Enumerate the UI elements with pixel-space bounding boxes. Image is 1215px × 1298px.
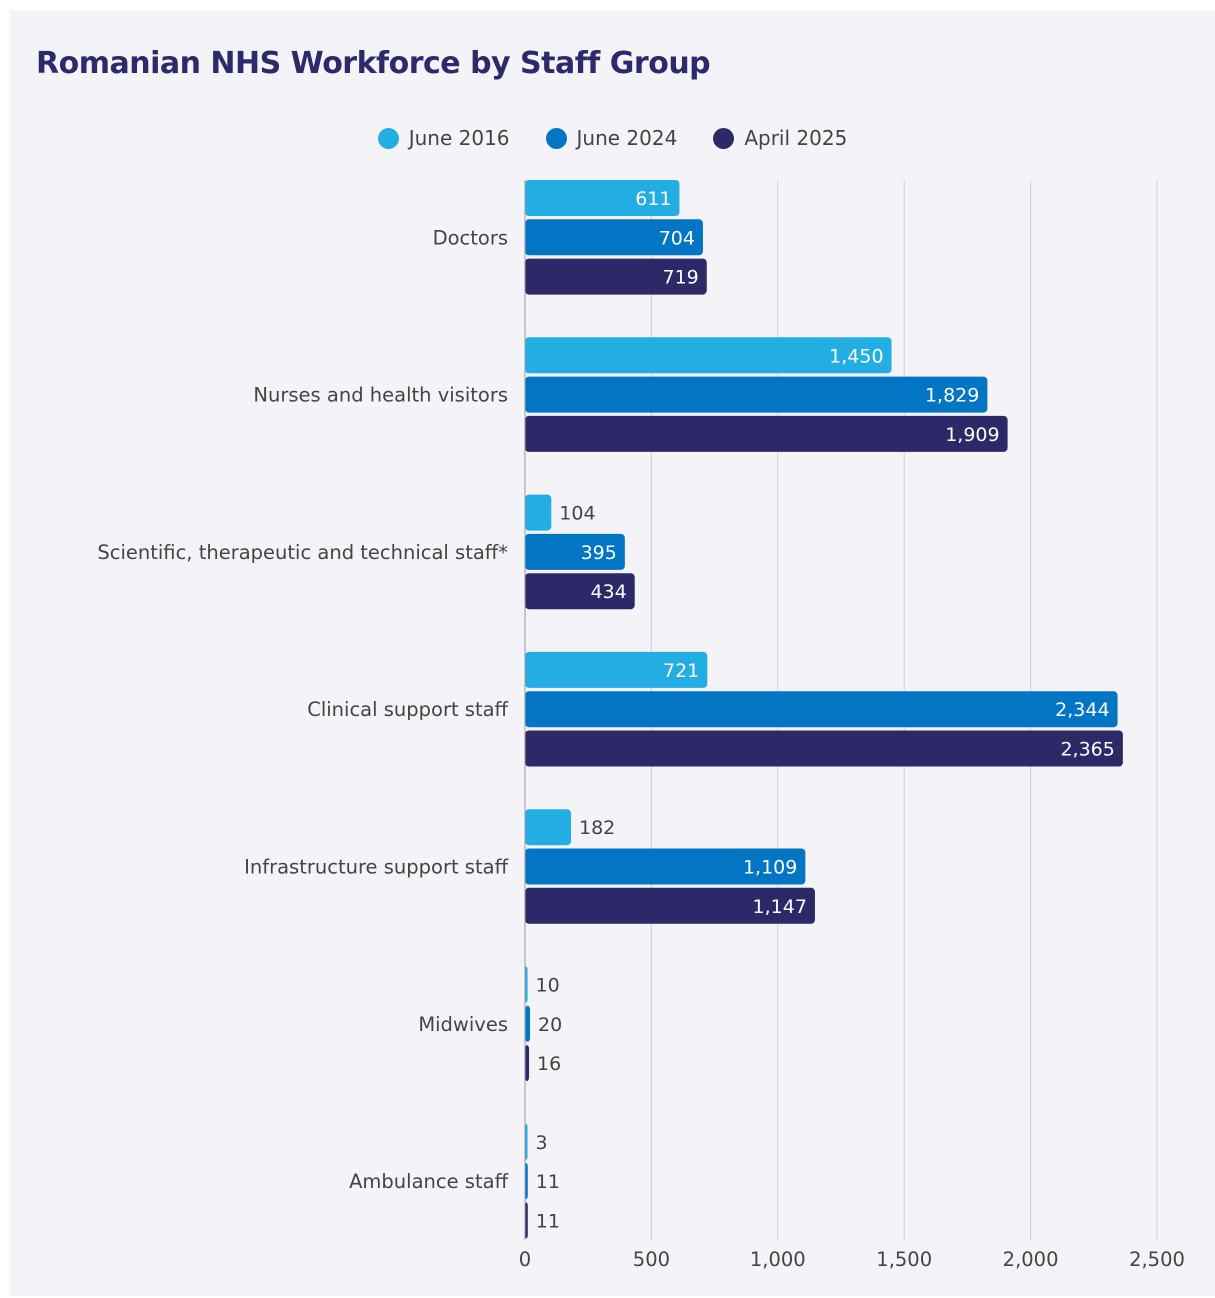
data-label-scientific-therapeutic-and-technical-staff-june-2016: 104 <box>559 503 595 525</box>
data-label-doctors-june-2024: 704 <box>659 227 695 249</box>
category-label-ambulance-staff: Ambulance staff <box>349 1170 508 1193</box>
data-label-midwives-april-2025: 16 <box>537 1053 561 1075</box>
data-label-infrastructure-support-staff-april-2025: 1,147 <box>753 896 807 918</box>
bar-ambulance-staff-june-2016 <box>525 1123 528 1160</box>
bar-midwives-june-2024 <box>525 1005 531 1042</box>
bar-ambulance-staff-april-2025 <box>525 1202 528 1239</box>
bar-nurses-and-health-visitors-june-2024 <box>525 376 988 413</box>
bar-doctors-june-2016 <box>525 180 680 216</box>
chart-title: Romanian NHS Workforce by Staff Group <box>36 46 711 81</box>
data-label-midwives-june-2024: 20 <box>538 1014 562 1036</box>
legend-item-april-2025: April 2025 <box>713 126 847 150</box>
data-label-clinical-support-staff-june-2016: 721 <box>663 660 699 682</box>
legend-item-june-2016: June 2016 <box>377 126 510 150</box>
bar-clinical-support-staff-june-2024 <box>525 691 1118 728</box>
legend-label-june-2016: June 2016 <box>408 126 510 150</box>
category-label-infrastructure-support-staff: Infrastructure support staff <box>244 856 508 879</box>
bar-nurses-and-health-visitors-june-2016 <box>525 337 892 374</box>
category-label-nurses-and-health-visitors: Nurses and health visitors <box>253 384 508 407</box>
bar-midwives-april-2025 <box>525 1045 530 1082</box>
legend-swatch-june-2016 <box>377 127 399 149</box>
bar-scientific-therapeutic-and-technical-staff-june-2024 <box>525 533 625 570</box>
data-label-nurses-and-health-visitors-june-2024: 1,829 <box>925 385 979 407</box>
data-label-ambulance-staff-june-2024: 11 <box>536 1171 560 1193</box>
data-label-ambulance-staff-june-2016: 3 <box>536 1132 548 1154</box>
data-label-ambulance-staff-april-2025: 11 <box>536 1210 560 1232</box>
x-tick-label-2000: 2,000 <box>1003 1248 1059 1271</box>
data-label-midwives-june-2016: 10 <box>536 975 560 997</box>
bar-doctors-june-2024 <box>525 219 703 256</box>
data-label-infrastructure-support-staff-june-2016: 182 <box>579 817 615 839</box>
category-label-clinical-support-staff: Clinical support staff <box>307 698 508 721</box>
bar-nurses-and-health-visitors-april-2025 <box>525 415 1008 452</box>
legend-swatch-june-2024 <box>545 127 567 149</box>
legend-label-april-2025: April 2025 <box>744 126 848 150</box>
category-label-midwives: Midwives <box>418 1013 508 1036</box>
category-label-doctors: Doctors <box>433 226 508 249</box>
data-label-clinical-support-staff-june-2024: 2,344 <box>1055 699 1109 721</box>
legend-swatch-april-2025 <box>713 127 735 149</box>
legend-label-june-2024: June 2024 <box>576 126 678 150</box>
data-label-nurses-and-health-visitors-june-2016: 1,450 <box>829 345 883 367</box>
bar-infrastructure-support-staff-april-2025 <box>525 887 815 924</box>
x-tick-label-2500: 2,500 <box>1129 1248 1185 1271</box>
data-label-infrastructure-support-staff-june-2024: 1,109 <box>743 857 797 879</box>
bar-clinical-support-staff-april-2025 <box>525 730 1123 767</box>
x-tick-label-1000: 1,000 <box>750 1248 806 1271</box>
bar-ambulance-staff-june-2024 <box>525 1163 528 1200</box>
bar-scientific-therapeutic-and-technical-staff-april-2025 <box>525 573 635 610</box>
bar-midwives-june-2016 <box>525 966 528 1003</box>
bar-scientific-therapeutic-and-technical-staff-june-2016 <box>525 494 552 531</box>
data-label-scientific-therapeutic-and-technical-staff-april-2025: 434 <box>590 581 626 603</box>
data-label-nurses-and-health-visitors-april-2025: 1,909 <box>945 424 999 446</box>
bar-doctors-april-2025 <box>525 258 707 295</box>
bar-infrastructure-support-staff-june-2016 <box>525 809 572 846</box>
data-label-doctors-april-2025: 719 <box>662 267 698 289</box>
chart-legend: June 2016 June 2024 April 2025 <box>10 126 1215 150</box>
x-tick-label-500: 500 <box>633 1248 670 1271</box>
x-tick-label-0: 0 <box>519 1248 531 1271</box>
legend-item-june-2024: June 2024 <box>545 126 678 150</box>
x-tick-label-1500: 1,500 <box>876 1248 932 1271</box>
data-label-scientific-therapeutic-and-technical-staff-june-2024: 395 <box>581 542 617 564</box>
data-label-doctors-june-2016: 611 <box>635 188 671 210</box>
data-label-clinical-support-staff-april-2025: 2,365 <box>1060 739 1114 761</box>
bar-infrastructure-support-staff-june-2024 <box>525 848 806 885</box>
bar-clinical-support-staff-june-2016 <box>525 651 708 688</box>
category-label-scientific-therapeutic-and-technical-staff: Scientific, therapeutic and technical st… <box>97 541 508 564</box>
